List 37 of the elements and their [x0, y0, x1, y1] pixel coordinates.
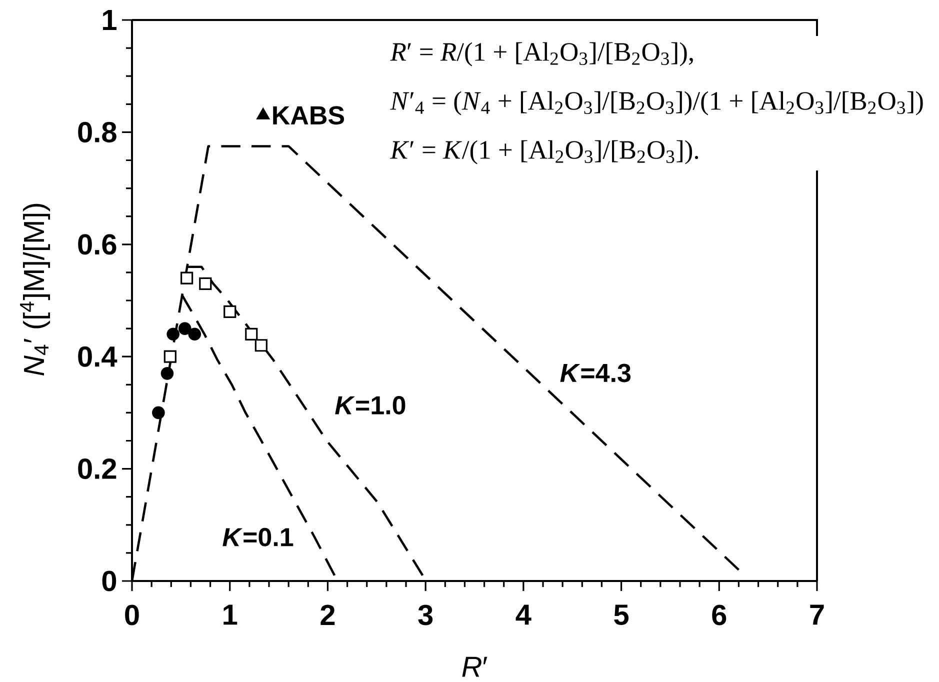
x-tick-label: 1 [224, 604, 238, 625]
series-label: K=4.3 [560, 364, 631, 382]
x-tick-label: 0 [125, 604, 139, 626]
y-tick-label: 0.2 [78, 458, 116, 480]
point [256, 108, 270, 120]
point [245, 328, 258, 340]
point [224, 305, 236, 318]
x-tick-label: 5 [614, 604, 629, 625]
series-label: K=1.0 [335, 396, 406, 414]
point [152, 406, 165, 420]
y-tick-label: 0.4 [78, 346, 118, 367]
text: K′ = K/(1 + [Al$_{2}$O$_{3}$]/[B$_{2}$O$_{3}$]). [390, 140, 698, 164]
x-tick-label: 7 [810, 604, 824, 625]
y-axis-title: N$_{4}$′ ([$^{4}$]M]/[M]) [20, 204, 50, 376]
point [178, 322, 192, 335]
text: R′ = R/(1 + [Al$_{2}$O$_{3}$]/[B$_{2}$O$_{3}$]), [390, 42, 693, 66]
point [160, 367, 174, 380]
text: N′$_{4}$ = (N$_{4}$ + [Al$_{2}$O$_{3}$]/[B$_{2}$O$_{3}$])/(1 + [Al$_{2}$O$_{3}$]/[B$_{2}$O$_{3}$]) [390, 91, 923, 116]
y-tick-label: 1 [102, 10, 116, 30]
x-axis-title: R′ [462, 656, 488, 677]
line-series [186, 266, 424, 577]
y-tick-label: 0.6 [78, 234, 116, 255]
x-tick-label: 3 [418, 604, 433, 626]
series-label: KABS [273, 106, 344, 125]
point [164, 350, 176, 363]
point [180, 272, 194, 284]
y-tick-label: 0 [102, 570, 116, 592]
x-tick-label: 2 [320, 604, 335, 625]
point [188, 328, 202, 341]
point [254, 339, 268, 352]
point [166, 328, 180, 341]
y-tick-label: 0.8 [78, 122, 116, 142]
point [199, 277, 212, 290]
x-tick-label: 4 [516, 604, 532, 625]
line-series [180, 294, 336, 577]
x-tick-label: 6 [712, 604, 726, 626]
series-label: K=0.1 [222, 528, 294, 546]
